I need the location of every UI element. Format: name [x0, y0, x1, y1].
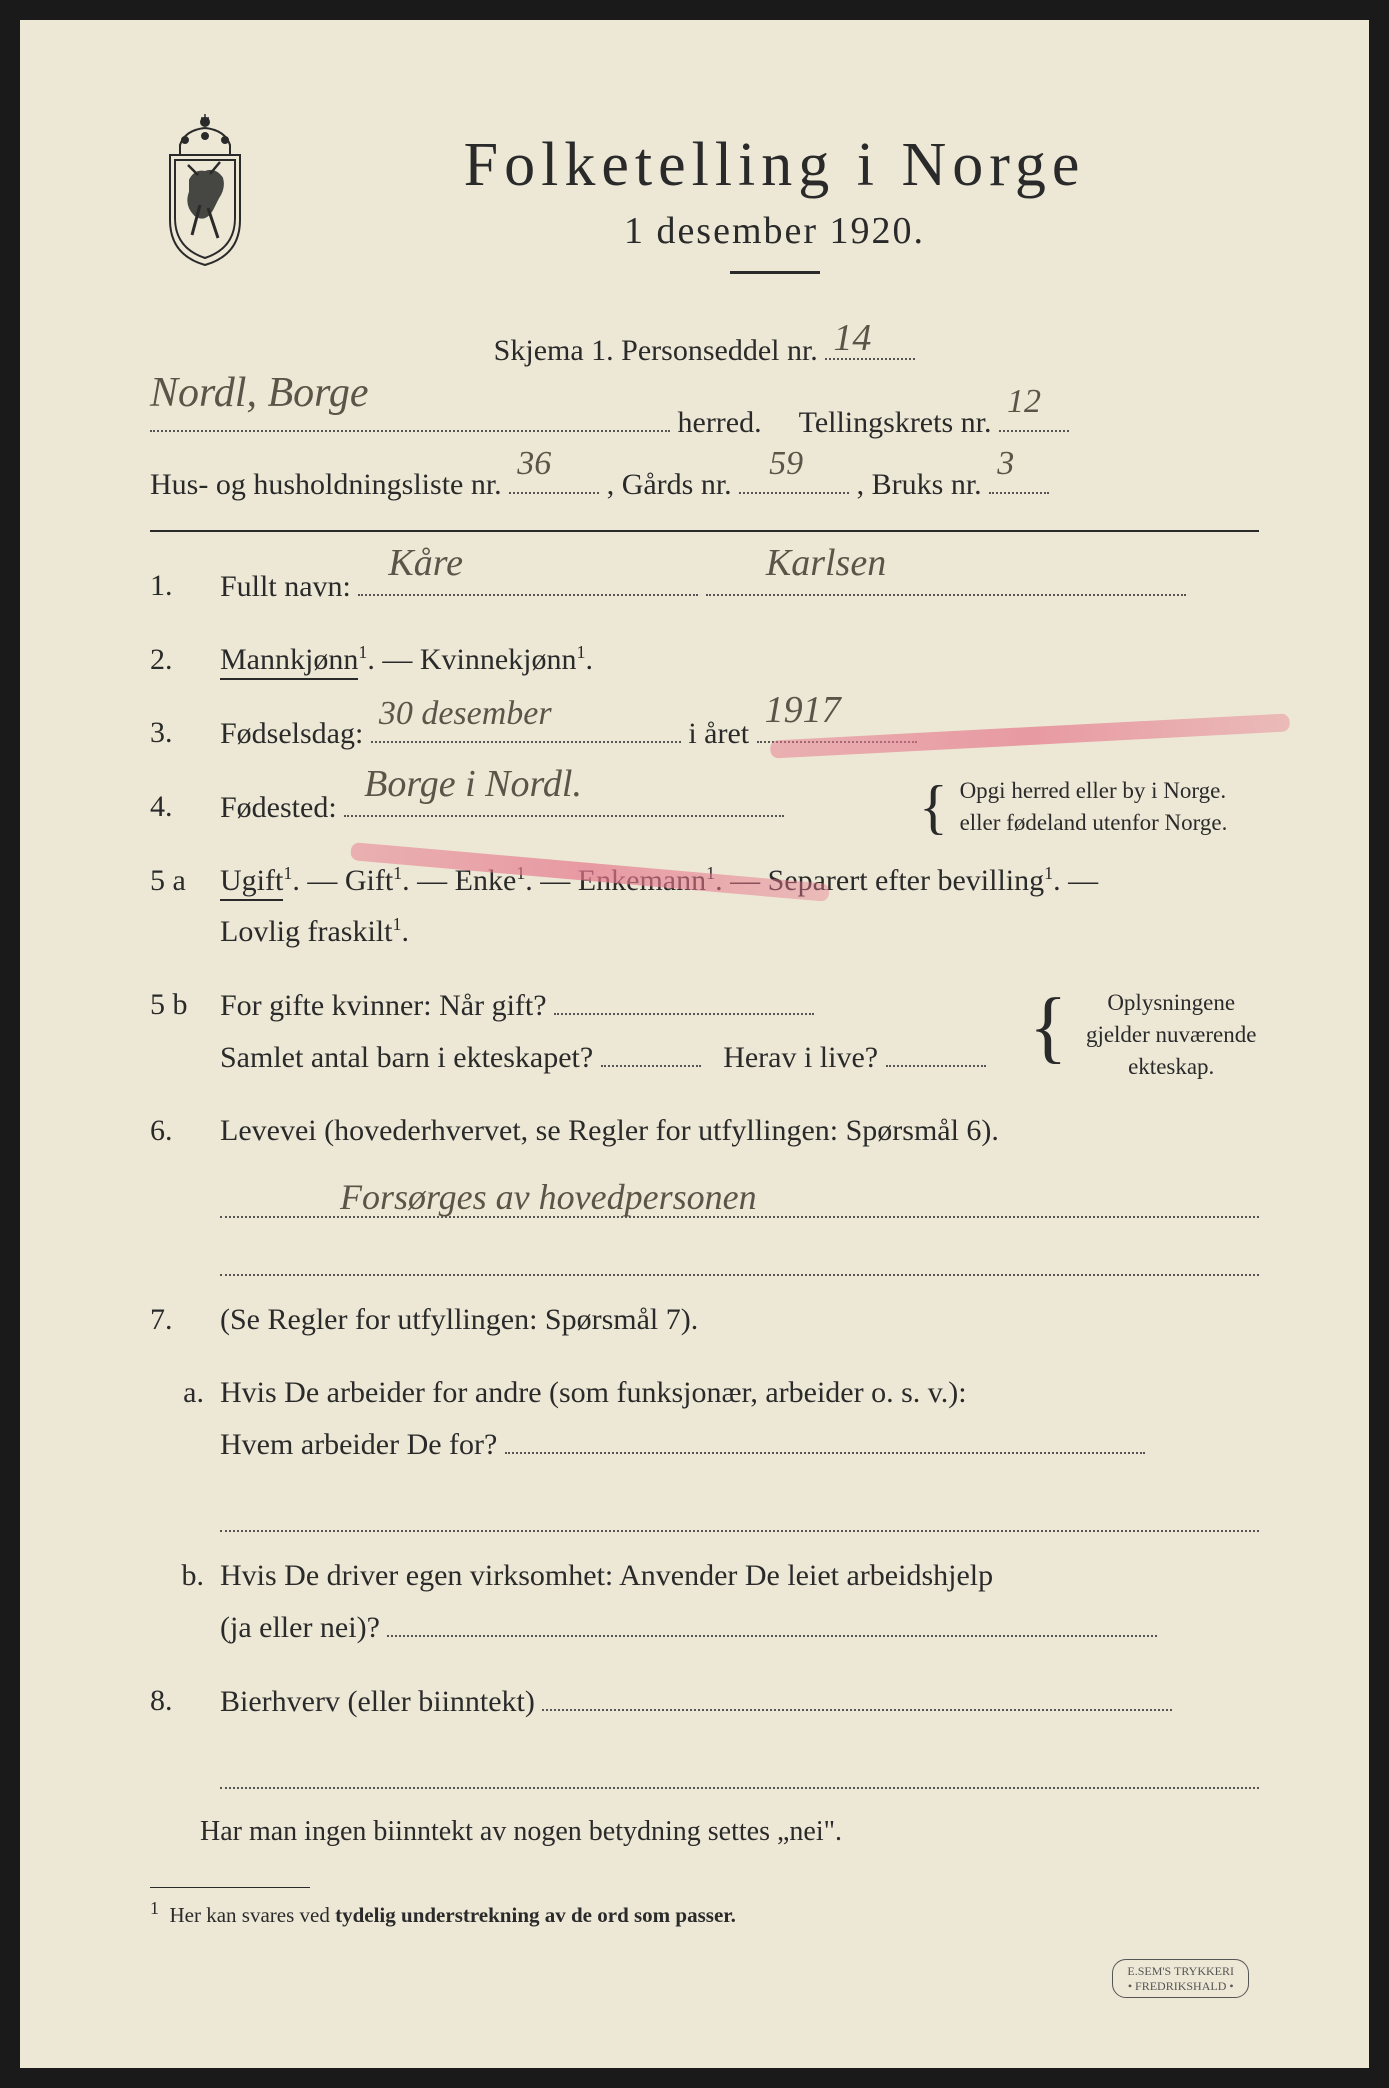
q5b-note3: ekteskap.	[1128, 1054, 1214, 1079]
q1: 1. Fullt navn: Kåre Karlsen	[150, 560, 1259, 612]
q7a-l1: Hvis De arbeider for andre (som funksjon…	[220, 1376, 967, 1409]
q8-fill	[220, 1749, 1259, 1789]
q4-note1: Opgi herred eller by i Norge.	[960, 778, 1227, 803]
q2-mannkjonn: Mannkjønn	[220, 643, 358, 680]
census-form-page: Folketelling i Norge 1 desember 1920. Sk…	[20, 20, 1369, 2068]
q7b-num: b.	[150, 1550, 220, 1653]
q7a-l2: Hvem arbeider De for?	[220, 1428, 497, 1461]
q4-place: Borge i Nordl.	[364, 752, 582, 817]
q4-label: Fødested:	[220, 791, 337, 824]
q7-label: (Se Regler for utfyllingen: Spørsmål 7).	[220, 1303, 698, 1336]
q5a-gift: . — Gift	[292, 864, 393, 897]
q7-num: 7.	[150, 1294, 220, 1345]
q5a-enke: . — Enke	[402, 864, 516, 897]
q8-num: 8.	[150, 1675, 220, 1727]
q5b-num: 5 b	[150, 979, 220, 1083]
q5b-note2: gjelder nuværende	[1086, 1022, 1257, 1047]
q5b-l2b: Herav i live?	[723, 1041, 878, 1074]
q6-num: 6.	[150, 1105, 220, 1156]
main-title: Folketelling i Norge	[290, 130, 1259, 201]
herred-line: Nordl, Borge herred. Tellingskrets nr. 1…	[150, 396, 1259, 450]
q6-fill1: Forsørges av hovedpersonen	[220, 1178, 1259, 1218]
q5a: 5 a Ugift1. — Gift1. — Enke1. — Enkemann…	[150, 855, 1259, 957]
q7: 7. (Se Regler for utfyllingen: Spørsmål …	[150, 1294, 1259, 1345]
q7a-fill	[220, 1492, 1259, 1532]
q8: 8. Bierhverv (eller biinntekt)	[150, 1675, 1259, 1727]
stamp-l1: E.SEM'S TRYKKERI	[1127, 1964, 1234, 1978]
q5b-l2a: Samlet antal barn i ekteskapet?	[220, 1041, 593, 1074]
q3-mid: i året	[688, 717, 749, 750]
q3-label: Fødselsdag:	[220, 717, 363, 750]
herred-value: Nordl, Borge	[150, 356, 369, 432]
q3: 3. Fødselsdag: 30 desember i året 1917	[150, 707, 1259, 759]
bruks-nr: 3	[997, 433, 1014, 494]
q8-label: Bierhverv (eller biinntekt)	[220, 1685, 535, 1718]
bruks-label: , Bruks nr.	[857, 468, 982, 501]
header: Folketelling i Norge 1 desember 1920.	[150, 110, 1259, 314]
q4-num: 4.	[150, 781, 220, 833]
q5a-separert: . — Separert efter bevilling	[715, 864, 1044, 897]
footnote-text-b: tydelig understrekning av de ord som pas…	[335, 1903, 736, 1927]
q2: 2. Mannkjønn1. — Kvinnekjønn1.	[150, 634, 1259, 685]
q6-fill2	[220, 1236, 1259, 1276]
q5a-num: 5 a	[150, 855, 220, 957]
q2-rest: . — Kvinnekjønn	[367, 643, 576, 676]
q7b-l2: (ja eller nei)?	[220, 1611, 380, 1644]
title-block: Folketelling i Norge 1 desember 1920.	[290, 110, 1259, 314]
printer-stamp: E.SEM'S TRYKKERI • FREDRIKSHALD •	[1112, 1959, 1249, 1998]
coat-of-arms-icon	[150, 110, 260, 270]
footnote-rule	[150, 1887, 310, 1888]
stamp-l2: • FREDRIKSHALD •	[1127, 1979, 1234, 1993]
gards-nr: 59	[769, 433, 803, 494]
q5a-dash: . —	[1053, 864, 1098, 897]
q4: 4. Fødested: Borge i Nordl. { Opgi herre…	[150, 781, 1259, 833]
q2-num: 2.	[150, 634, 220, 685]
husliste-nr: 36	[517, 433, 551, 494]
q3-year: 1917	[765, 678, 841, 743]
q5a-ugift: Ugift	[220, 864, 283, 901]
subtitle: 1 desember 1920.	[290, 209, 1259, 253]
tellingskrets-label: Tellingskrets nr.	[799, 406, 992, 439]
q1-lastname: Karlsen	[766, 531, 886, 596]
q7a: a. Hvis De arbeider for andre (som funks…	[150, 1367, 1259, 1470]
q7a-num: a.	[150, 1367, 220, 1470]
q5a-lovlig: Lovlig fraskilt	[220, 915, 392, 948]
q1-firstname: Kåre	[388, 531, 463, 596]
tellingskrets-nr: 12	[1007, 371, 1041, 432]
title-rule	[730, 271, 820, 274]
q7b: b. Hvis De driver egen virksomhet: Anven…	[150, 1550, 1259, 1653]
husliste-label: Hus- og husholdningsliste nr.	[150, 468, 502, 501]
herred-label: herred.	[678, 406, 762, 439]
footnote-text-a: Her kan svares ved	[170, 1903, 336, 1927]
divider	[150, 530, 1259, 532]
q3-num: 3.	[150, 707, 220, 759]
q5b-note1: Oplysningene	[1107, 990, 1235, 1015]
q5b: 5 b For gifte kvinner: Når gift? Samlet …	[150, 979, 1259, 1083]
footnote: 1 Her kan svares ved tydelig understrekn…	[150, 1898, 1259, 1928]
closing-note: Har man ingen biinntekt av nogen betydni…	[200, 1807, 1259, 1857]
husliste-line: Hus- og husholdningsliste nr. 36 , Gårds…	[150, 458, 1259, 512]
q4-note2: eller fødeland utenfor Norge.	[960, 810, 1228, 835]
q1-num: 1.	[150, 560, 220, 612]
skjema-label: Skjema 1. Personseddel nr.	[494, 334, 818, 367]
personseddel-nr: 14	[833, 316, 871, 360]
footnote-num: 1	[150, 1898, 159, 1918]
q7b-l1: Hvis De driver egen virksomhet: Anvender…	[220, 1559, 993, 1592]
q5b-l1: For gifte kvinner: Når gift?	[220, 989, 547, 1022]
gards-label: , Gårds nr.	[607, 468, 732, 501]
q6-hw: Forsørges av hovedpersonen	[340, 1176, 757, 1218]
q6: 6. Levevei (hovederhvervet, se Regler fo…	[150, 1105, 1259, 1156]
q1-label: Fullt navn:	[220, 570, 351, 603]
q5a-enkemann: . — Enkemann	[525, 864, 706, 897]
q3-day: 30 desember	[379, 685, 552, 743]
q6-label: Levevei (hovederhvervet, se Regler for u…	[220, 1114, 999, 1147]
